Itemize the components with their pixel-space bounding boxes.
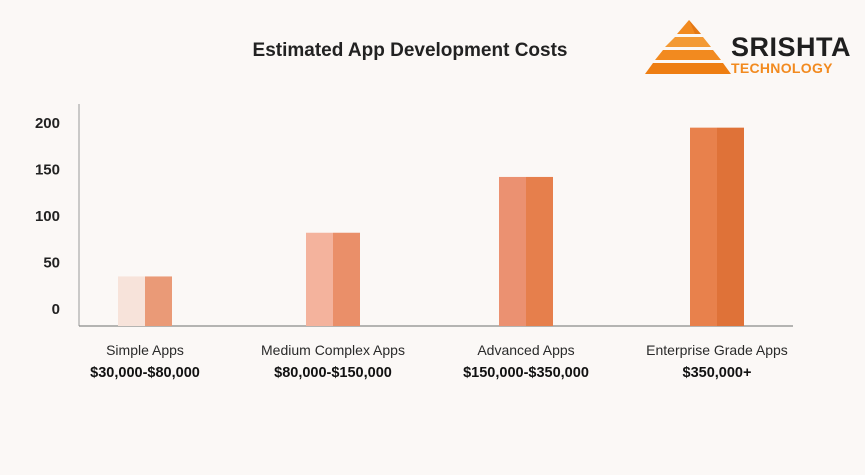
x-category-label: Advanced Apps: [477, 342, 574, 358]
y-tick-label: 100: [35, 208, 60, 225]
pyramid-logo-icon: [645, 20, 731, 74]
x-cost-range-label: $350,000+: [683, 365, 752, 381]
x-category-label: Simple Apps: [106, 342, 184, 358]
bar-3-left-half: [499, 176, 526, 326]
logo-wordmark: SRISHTA: [731, 32, 852, 62]
y-tick-label: 50: [43, 255, 60, 272]
bar-4-right-half: [717, 127, 744, 327]
logo-subtitle: TECHNOLOGY: [731, 60, 833, 76]
x-cost-range-label: $30,000-$80,000: [90, 365, 200, 381]
y-tick-label: 0: [52, 301, 60, 318]
y-tick-label: 150: [35, 162, 60, 179]
bar-3-right-half: [526, 176, 553, 326]
bar-1-left-half: [118, 276, 145, 326]
chart-title: Estimated App Development Costs: [252, 40, 568, 61]
bar-1-right-half: [145, 276, 172, 326]
y-tick-label: 200: [35, 115, 60, 132]
x-category-label: Medium Complex Apps: [261, 342, 405, 358]
x-cost-range-label: $80,000-$150,000: [274, 365, 392, 381]
x-category-label: Enterprise Grade Apps: [646, 342, 788, 358]
bar-4-left-half: [690, 127, 717, 327]
srishta-logo: SRISHTA TECHNOLOGY: [645, 18, 851, 80]
bar-2-right-half: [333, 232, 360, 326]
x-cost-range-label: $150,000-$350,000: [463, 365, 589, 381]
bar-2-left-half: [306, 232, 333, 326]
